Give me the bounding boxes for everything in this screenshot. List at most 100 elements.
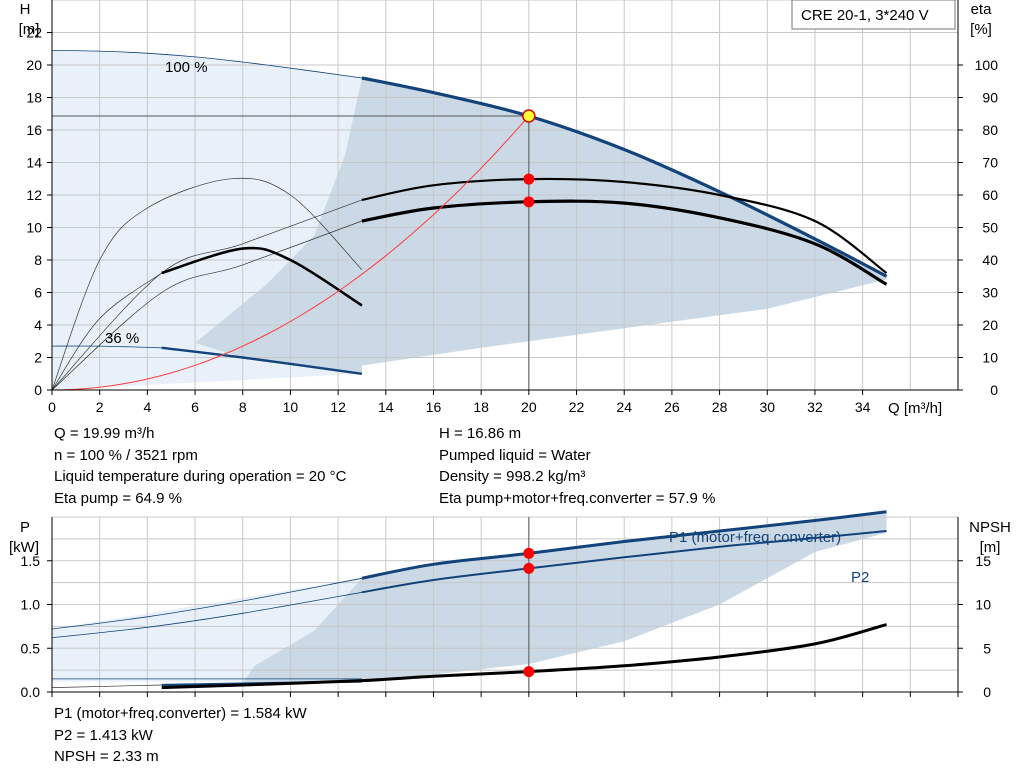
power-tick-label: 0.5 [21, 640, 41, 656]
model-label: CRE 20-1, 3*240 V [801, 7, 929, 24]
head-tick-label: 12 [26, 187, 42, 203]
flow-tick-label: 2 [96, 399, 104, 415]
eta-total-curve-extension [51, 220, 363, 391]
flow-tick-label: 8 [239, 399, 247, 415]
head-curve-min [161, 346, 363, 375]
power-operating-area [242, 511, 887, 684]
head-axis-label: H [20, 1, 31, 18]
head-tick-label: 22 [26, 25, 42, 41]
eta-total-curve-min [161, 246, 363, 307]
eta-total-curve-min-extension [51, 272, 162, 391]
flow-tick-label: 6 [191, 399, 199, 415]
head-tick-label: 20 [26, 57, 42, 73]
head-curve-min-extension [51, 345, 162, 349]
p2-series-label: P2 [851, 569, 869, 586]
flow-tick-label: 4 [143, 399, 151, 415]
p1-curve-extension [51, 577, 362, 630]
flow-tick-label: 10 [283, 399, 299, 415]
npsh-curve-extension [51, 684, 162, 688]
speed-label-min: 36 % [105, 330, 139, 347]
eta-pump-curve-extension [51, 199, 363, 391]
head-tick-label: 4 [34, 317, 42, 333]
flow-tick-label: 20 [521, 399, 537, 415]
flow-tick-label: 30 [759, 399, 775, 415]
flow-tick-label: 14 [378, 399, 394, 415]
head-tick-label: 8 [34, 252, 42, 268]
head-curve-extension [51, 50, 362, 79]
power-npsh: NPSH = 2.33 m [54, 748, 159, 765]
eta-tick-label: 30 [982, 285, 998, 301]
head-tick-label: 6 [34, 285, 42, 301]
head-tick-label: 18 [26, 90, 42, 106]
p2-curve-extension [51, 591, 362, 639]
p1-series-label: P1 (motor+freq.converter) [669, 529, 841, 546]
npsh-tick-label: 0 [983, 684, 991, 700]
duty-density: Density = 998.2 kg/m³ [439, 468, 586, 485]
head-tick-label: 14 [26, 155, 42, 171]
p1-curve [361, 510, 887, 580]
eta-tick-label: 60 [982, 187, 998, 203]
duty-flow: Q = 19.99 m³/h [54, 425, 155, 442]
flow-tick-label: 12 [330, 399, 346, 415]
flow-tick-label: 34 [855, 399, 871, 415]
duty-point-npsh [523, 666, 535, 678]
npsh-tick-label: 10 [975, 597, 991, 613]
npsh-tick-label: 5 [983, 640, 991, 656]
speed-label-max: 100 % [165, 59, 208, 76]
power-info: P1 (motor+freq.converter) = 1.584 kW P2 … [54, 703, 307, 768]
duty-eta-total: Eta pump+motor+freq.converter = 57.9 % [439, 489, 716, 507]
head-tick-label: 2 [34, 350, 42, 366]
flow-axis-label: Q [m³/h] [888, 400, 942, 417]
power-p1: P1 (motor+freq.converter) = 1.584 kW [54, 705, 307, 722]
duty-eta-pump: Eta pump = 64.9 % [54, 489, 182, 507]
eta-tick-label: 100 [975, 57, 999, 73]
power-axis-label: P [20, 519, 30, 536]
eta-axis-label: eta [971, 1, 993, 18]
head-tick-label: 10 [26, 220, 42, 236]
eta-tick-label: 40 [982, 252, 998, 268]
flow-tick-label: 22 [569, 399, 585, 415]
eta-tick-label: 0 [990, 382, 998, 398]
eta-tick-label: 80 [982, 122, 998, 138]
flow-tick-label: 18 [473, 399, 489, 415]
flow-tick-label: 32 [807, 399, 823, 415]
system-curve [51, 115, 530, 391]
duty-info-right: H = 16.86 m Pumped liquid = Water Densit… [439, 423, 715, 509]
eta-tick-label: 50 [982, 220, 998, 236]
power-tick-label: 0.0 [21, 684, 41, 700]
duty-info-left: Q = 19.99 m³/h n = 100 % / 3521 rpm Liqu… [54, 423, 346, 509]
duty-liquid-temp: Liquid temperature during operation = 20… [54, 468, 347, 485]
duty-head: H = 16.86 m [439, 425, 522, 442]
power-chart-panel: 0.0 0.5 1.0 1.5 0 5 10 15 P [kW] NPSH [m] P1 (… [9, 510, 1011, 700]
flow-tick-label: 24 [616, 399, 632, 415]
head-chart-panel: 0 2 4 6 8 10 12 14 16 18 20 22 24 26 28 30 32 34 02468101… [19, 0, 999, 417]
power-tick-label: 1.0 [21, 597, 41, 613]
flow-tick-label: 16 [426, 399, 442, 415]
npsh-axis-unit: [m] [980, 539, 1001, 556]
npsh-tick-label: 15 [975, 553, 991, 569]
duty-point-eta-total [523, 196, 535, 208]
eta-tick-label: 10 [982, 350, 998, 366]
power-axis-unit: [kW] [9, 539, 39, 556]
head-tick-label: 0 [34, 382, 42, 398]
head-curve-100 [361, 76, 888, 278]
model-label-box [791, 0, 956, 30]
operating-area [195, 78, 887, 374]
head-axis-unit: [m] [19, 21, 40, 38]
power-p2: P2 = 1.413 kW [54, 726, 153, 744]
eta-pump-curve [361, 177, 888, 274]
duty-point-eta-pump [523, 173, 535, 185]
duty-point-p1 [523, 547, 535, 559]
p2-curve [361, 530, 887, 594]
duty-speed: n = 100 % / 3521 rpm [54, 446, 198, 464]
flow-tick-label: 0 [48, 399, 56, 415]
duty-pumped-liquid: Pumped liquid = Water [439, 446, 591, 464]
eta-tick-label: 20 [982, 317, 998, 333]
head-tick-label: 16 [26, 122, 42, 138]
power-tick-label: 1.5 [21, 553, 41, 569]
eta-total-curve [361, 199, 888, 286]
eta-tick-label: 70 [982, 155, 998, 171]
eta-tick-label: 90 [982, 90, 998, 106]
eta-axis-unit: [%] [970, 21, 992, 38]
